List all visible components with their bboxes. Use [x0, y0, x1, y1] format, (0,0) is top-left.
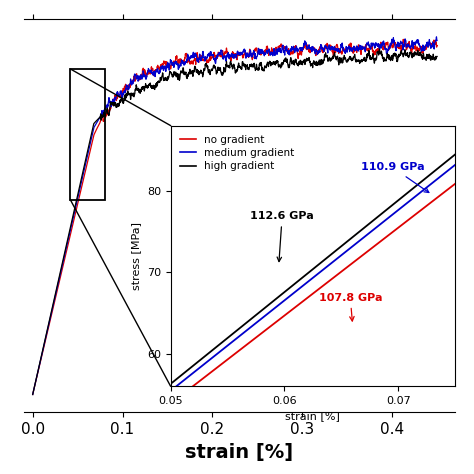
Text: 110.9 GPa: 110.9 GPa — [361, 163, 429, 192]
X-axis label: strain [%]: strain [%] — [285, 411, 340, 421]
X-axis label: strain [%]: strain [%] — [185, 443, 293, 462]
Text: 107.8 GPa: 107.8 GPa — [319, 293, 382, 321]
Bar — [71, 69, 105, 200]
Legend: no gradient, medium gradient, high gradient: no gradient, medium gradient, high gradi… — [176, 131, 299, 175]
Y-axis label: stress [MPa]: stress [MPa] — [131, 222, 141, 290]
Text: 112.6 GPa: 112.6 GPa — [250, 211, 314, 262]
